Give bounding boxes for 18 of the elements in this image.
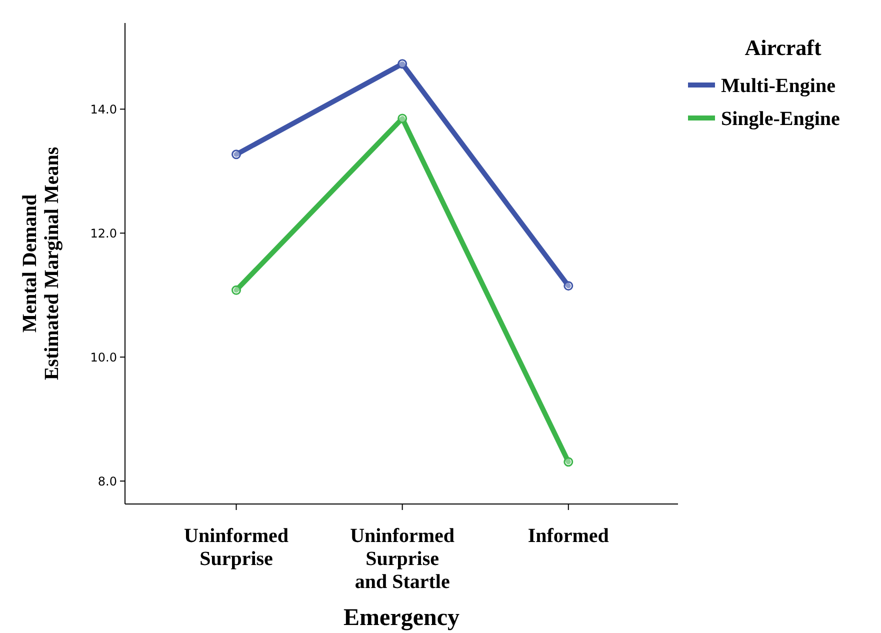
point — [398, 114, 408, 124]
x-tick-label: Informed — [528, 525, 609, 547]
legend-title: Aircraft — [744, 35, 822, 60]
y-axis-title: Mental Demand Estimated Marginal Means — [19, 146, 63, 380]
y-tick-label: 12.0 — [90, 226, 117, 240]
y-tick-label: 10.0 — [90, 350, 117, 364]
x-tick-label: Uninformed Surprise and Startle — [350, 525, 455, 593]
point — [398, 59, 408, 69]
legend-label: Single-Engine — [721, 108, 840, 130]
point — [564, 281, 574, 291]
legend-label: Multi-Engine — [721, 75, 836, 97]
point — [232, 285, 242, 295]
point — [232, 150, 242, 160]
x-axis-title: Emergency — [344, 605, 460, 631]
x-tick-label: Uninformed Surprise — [184, 525, 288, 570]
y-tick-label: 14.0 — [90, 102, 117, 116]
y-tick-label: 8.0 — [98, 474, 117, 488]
point — [564, 457, 574, 467]
